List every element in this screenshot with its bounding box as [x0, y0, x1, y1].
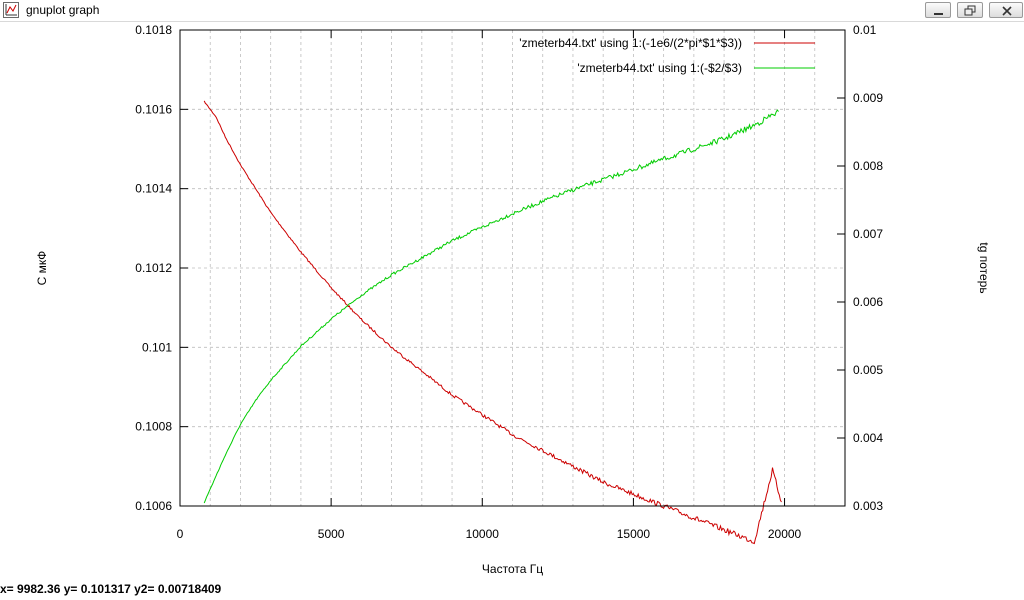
y2-tick-label: 0.006 [853, 295, 883, 309]
y-tick-label: 0.1016 [135, 102, 172, 116]
gnuplot-graph-canvas[interactable]: 0.1006 0.1008 0.101 0.1012 0.1014 0.1016 0.101… [0, 22, 1024, 582]
series-line-2 [203, 109, 779, 504]
y2-tick-label: 0.01 [853, 23, 877, 37]
x-tick-label: 20000 [768, 527, 802, 541]
legend: 'zmeterb44.txt' using 1:(-1e6/(2*pi*$1*$… [519, 36, 815, 75]
minimize-button[interactable] [925, 2, 951, 18]
y2-tick-label: 0.007 [853, 227, 883, 241]
window-title: gnuplot graph [26, 3, 100, 17]
y-tick-label: 0.1014 [135, 182, 172, 196]
minimize-icon [934, 13, 943, 15]
legend-entry-label: 'zmeterb44.txt' using 1:(-$2/$3) [577, 61, 742, 75]
close-icon [1002, 6, 1012, 16]
series-line-1 [203, 100, 782, 545]
x-tick-label: 5000 [318, 527, 345, 541]
grid-lines [180, 30, 845, 506]
y2-tick-label: 0.005 [853, 363, 883, 377]
tick-labels: 0.1006 0.1008 0.101 0.1012 0.1014 0.1016 0.101… [135, 23, 883, 541]
y-tick-label: 0.1006 [135, 499, 172, 513]
legend-entry-label: 'zmeterb44.txt' using 1:(-1e6/(2*pi*$1*$… [519, 36, 742, 50]
y-axis-label: С мкФ [35, 251, 49, 286]
window-title-bar[interactable]: gnuplot graph [0, 0, 1024, 22]
y-tick-label: 0.1012 [135, 261, 172, 275]
y-tick-label: 0.1018 [135, 23, 172, 37]
y2-tick-label: 0.004 [853, 431, 883, 445]
y-tick-label: 0.1008 [135, 420, 172, 434]
y2-tick-label: 0.008 [853, 159, 883, 173]
y2-tick-label: 0.003 [853, 499, 883, 513]
y2-axis-label: tg потерь [977, 242, 991, 293]
gnuplot-app-icon [3, 2, 19, 18]
restore-icon [964, 5, 976, 16]
tick-marks [179, 29, 845, 507]
x-tick-label: 0 [177, 527, 184, 541]
y2-tick-label: 0.009 [853, 91, 883, 105]
close-button[interactable] [989, 2, 1023, 18]
y-tick-label: 0.101 [142, 340, 172, 354]
x-tick-label: 10000 [466, 527, 500, 541]
restore-button[interactable] [957, 2, 983, 18]
x-tick-label: 15000 [617, 527, 651, 541]
series-layer [203, 100, 782, 545]
status-bar-coordinates: x= 9982.36 y= 0.101317 y2= 0.00718409 [0, 582, 222, 596]
x-axis-label: Частота Гц [482, 562, 543, 576]
